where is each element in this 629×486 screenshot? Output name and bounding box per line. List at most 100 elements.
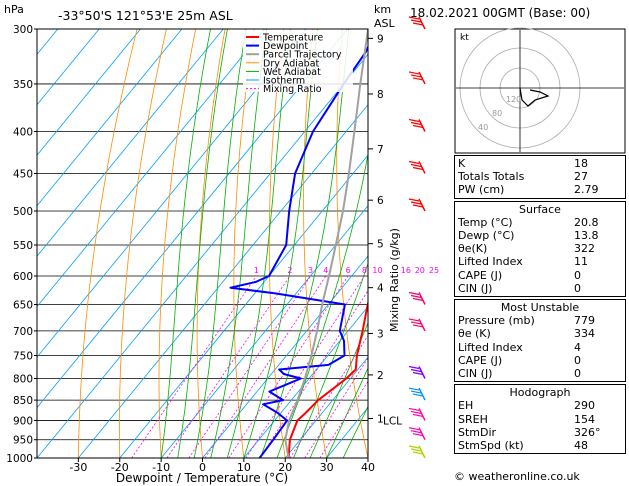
height-tick-label: 4	[377, 283, 384, 295]
most-unstable-box: Most Unstable Pressure (mb) 779 θe (K) 334 L…	[454, 299, 626, 383]
index-label: StmDir	[458, 425, 497, 439]
mixing-ratio-label: 8	[362, 266, 367, 275]
wind-barb-staff	[418, 198, 426, 212]
wind-barb-flag	[412, 324, 424, 328]
wind-barb-flag	[410, 121, 422, 126]
height-tick-label: 9	[377, 33, 384, 45]
pressure-tick-label: 850	[13, 395, 33, 407]
pressure-tick-label: 950	[13, 435, 33, 447]
mixing-ratio-label: 3	[308, 266, 313, 275]
mixing-ratio-line	[204, 275, 327, 458]
wind-barb-staff	[418, 427, 426, 441]
wind-barb-flag	[410, 321, 422, 325]
pressure-unit-label: hPa	[4, 3, 24, 16]
temperature-tick-label: -30	[69, 461, 87, 474]
wet-adiabat	[210, 29, 268, 458]
index-label: θe (K)	[458, 327, 491, 341]
wet-adiabat	[276, 151, 368, 458]
wind-barb-flag	[410, 19, 422, 23]
wet-adiabat	[193, 29, 247, 458]
surface-box: Surface Temp (°C) 20.8 Dewp (°C) 13.8 θe(K) 3…	[454, 200, 626, 298]
legend-entry: Parcel Trajectory	[263, 50, 342, 61]
index-value: 48	[574, 439, 588, 453]
dry-adiabat	[233, 29, 255, 458]
legend-background	[243, 30, 353, 92]
hodograph-plot: kt 40 80 120	[454, 27, 626, 154]
wind-barb-flag	[412, 166, 424, 171]
wet-adiabat	[160, 29, 211, 458]
index-row: Lifted Index 11	[458, 255, 622, 268]
index-value: 2.79	[574, 183, 599, 197]
index-label: θe(K)	[458, 242, 488, 256]
index-row: CIN (J) 0	[458, 282, 622, 295]
temperature-tick-label: 40	[361, 461, 375, 474]
hodograph-box: Hodograph EH 290 SREH 154 StmDir 326° StmSpd (…	[454, 384, 626, 455]
isotherm	[202, 255, 368, 458]
index-row: StmDir 326°	[458, 426, 622, 439]
index-label: Lifted Index	[458, 255, 523, 269]
wind-barb-staff	[418, 161, 426, 174]
isotherm	[37, 29, 265, 308]
height-unit-asl: ASL	[374, 17, 396, 30]
index-value: 18	[574, 157, 588, 170]
mixing-ratio-label: 10	[372, 266, 382, 275]
temperature-tick-label: 30	[320, 461, 334, 474]
legend-entry: Mixing Ratio	[263, 84, 322, 95]
dry-adiabat	[119, 29, 167, 458]
temperature-tick-label: 10	[237, 461, 251, 474]
wet-adiabat	[177, 29, 228, 458]
sounding-traces	[229, 29, 368, 458]
index-label: K	[458, 157, 466, 170]
hodograph-ring-label: 80	[492, 109, 502, 118]
wind-barb-staff	[418, 318, 426, 332]
wind-barb-flag	[408, 445, 420, 449]
height-unit-km: km	[374, 3, 391, 16]
wind-barb-flag	[410, 368, 422, 373]
isotherm	[37, 53, 368, 458]
index-value: 290	[574, 399, 595, 413]
dry-adiabat	[400, 29, 451, 458]
wind-barb-flag	[408, 71, 420, 75]
index-row: SREH 154	[458, 413, 622, 426]
wind-barb-flag	[412, 124, 424, 129]
wind-barb-staff	[418, 71, 426, 85]
isotherm	[119, 154, 368, 458]
index-label: Totals Totals	[458, 170, 525, 184]
pressure-tick-label: 600	[13, 271, 33, 283]
index-row: PW (cm) 2.79	[458, 183, 622, 196]
wind-barb-flag	[410, 294, 422, 299]
y2-axis-label: Mixing Ratio (g/kg)	[388, 228, 401, 332]
index-value: 0	[574, 353, 581, 367]
index-label: PW (cm)	[458, 183, 505, 197]
index-row: θe(K) 322	[458, 242, 622, 255]
mixing-ratio-label: 20	[415, 266, 425, 275]
index-value: 0	[574, 281, 581, 295]
index-row: Temp (°C) 20.8	[458, 216, 622, 229]
x-axis-label: Dewpoint / Temperature (°C)	[116, 471, 288, 485]
wind-barb-flag	[408, 291, 420, 296]
wind-barb-flag	[412, 204, 424, 208]
wet-adiabat	[326, 367, 368, 458]
wind-barb-flag	[412, 413, 424, 418]
legend-entry: Isotherm	[263, 76, 305, 87]
index-row: CIN (J) 0	[458, 367, 622, 380]
credit-text: © weatheronline.co.uk	[454, 470, 580, 483]
mixing-ratio-label: 1	[254, 266, 259, 275]
index-label: Temp (°C)	[458, 215, 513, 229]
mixing-ratio-label: 25	[429, 266, 439, 275]
index-row: StmSpd (kt) 48	[458, 439, 622, 452]
wind-barb-staff	[418, 292, 426, 305]
wind-barb-flag	[408, 198, 420, 202]
indices-box: K 18 Totals Totals 27 PW (cm) 2.79	[454, 155, 626, 199]
pressure-tick-label: 550	[13, 240, 33, 252]
parcel-trace	[284, 29, 368, 458]
index-value: 27	[574, 170, 588, 184]
wind-barb-flag	[410, 163, 422, 168]
isotherm	[37, 29, 348, 409]
index-label: CAPE (J)	[458, 268, 503, 282]
mixing-ratio-label: 16	[401, 266, 411, 275]
wind-barb-flag	[412, 22, 424, 26]
wind-barb-flag	[412, 433, 424, 437]
wind-barb-staff	[418, 119, 426, 132]
